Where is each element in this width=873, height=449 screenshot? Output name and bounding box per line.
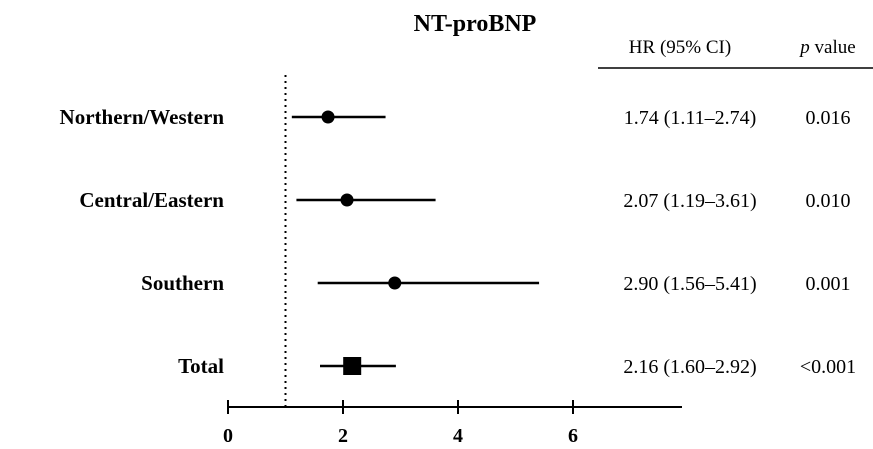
hr-value-central-eastern: 2.07 (1.19–3.61) — [623, 190, 756, 212]
x-tick-label-0: 0 — [223, 425, 233, 447]
x-tick-label-6: 6 — [568, 425, 578, 447]
p-value-header-p: p — [798, 37, 810, 58]
hr-column-header: HR (95% CI) — [629, 37, 731, 58]
p-value-total: <0.001 — [800, 356, 856, 378]
hr-value-southern: 2.90 (1.56–5.41) — [623, 273, 756, 295]
p-value-northern-western: 0.016 — [806, 107, 851, 129]
point-estimate-southern — [388, 276, 402, 290]
point-estimate-northern-western — [321, 110, 335, 124]
row-label-central-eastern: Central/Eastern — [79, 188, 224, 212]
point-estimate-central-eastern — [340, 193, 354, 207]
row-label-southern: Southern — [141, 271, 224, 295]
p-value-southern: 0.001 — [806, 273, 851, 295]
p-value-column-header: p value — [798, 37, 855, 58]
chart-title: NT-proBNP — [414, 11, 537, 37]
plot-layer: 0 2 4 6 Northern/Western 1.74 (1.11–2.74) 0.01… — [60, 75, 856, 447]
hr-value-total: 2.16 (1.60–2.92) — [623, 356, 756, 378]
x-tick-label-2: 2 — [338, 425, 348, 447]
row-label-northern-western: Northern/Western — [60, 105, 225, 129]
p-value-header-rest: value — [810, 37, 856, 58]
row-label-total: Total — [178, 354, 224, 378]
x-tick-label-4: 4 — [453, 425, 463, 447]
hr-value-northern-western: 1.74 (1.11–2.74) — [624, 107, 757, 129]
p-value-central-eastern: 0.010 — [806, 190, 851, 212]
point-estimate-total — [343, 357, 362, 375]
